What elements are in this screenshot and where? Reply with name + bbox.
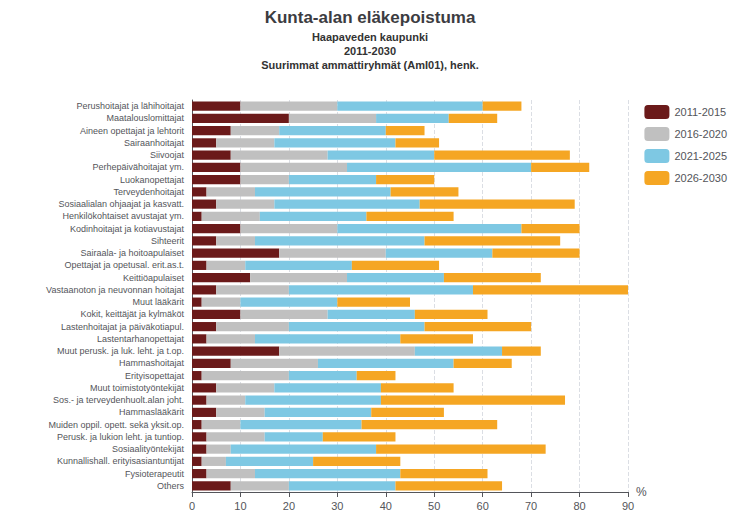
svg-text:Sos.- ja terveydenhuolt.alan j: Sos.- ja terveydenhuolt.alan joht. xyxy=(53,395,184,405)
svg-text:Sairaanhoitajat: Sairaanhoitajat xyxy=(124,138,185,148)
svg-text:Maatalouslomittajat: Maatalouslomittajat xyxy=(106,113,184,123)
svg-text:Kodinhoitajat ja kotiavustajat: Kodinhoitajat ja kotiavustajat xyxy=(70,224,185,234)
svg-text:Luokanopettajat: Luokanopettajat xyxy=(120,175,185,185)
svg-text:80: 80 xyxy=(573,500,585,512)
svg-text:70: 70 xyxy=(525,500,537,512)
svg-text:Hammashoitajat: Hammashoitajat xyxy=(119,358,185,368)
svg-text:Hammaslääkärit: Hammaslääkärit xyxy=(119,407,185,417)
svg-text:Kunta-alan eläkepoistuma: Kunta-alan eläkepoistuma xyxy=(265,8,476,27)
svg-text:50: 50 xyxy=(428,500,440,512)
svg-text:2026-2030: 2026-2030 xyxy=(674,172,727,184)
svg-text:Muut lääkärit: Muut lääkärit xyxy=(132,297,184,307)
svg-text:0: 0 xyxy=(189,500,195,512)
svg-text:2021-2025: 2021-2025 xyxy=(674,150,727,162)
svg-text:Vastaanoton ja neuvonnan hoita: Vastaanoton ja neuvonnan hoitajat xyxy=(46,285,184,295)
svg-text:20: 20 xyxy=(283,500,295,512)
svg-text:Sosiaalialan ohjaajat ja kasva: Sosiaalialan ohjaajat ja kasvatt. xyxy=(58,199,184,209)
svg-text:Perushoitajat ja lähihoitajat: Perushoitajat ja lähihoitajat xyxy=(76,101,184,111)
svg-text:2011-2015: 2011-2015 xyxy=(674,106,726,118)
svg-text:Opettajat ja opetusal. erit.as: Opettajat ja opetusal. erit.as.t. xyxy=(64,260,184,270)
svg-text:Terveydenhoitajat: Terveydenhoitajat xyxy=(113,187,184,197)
svg-text:30: 30 xyxy=(331,500,343,512)
svg-text:Suurimmat ammattiryhmät (AmI01: Suurimmat ammattiryhmät (AmI01), henk. xyxy=(261,59,479,71)
svg-text:Others: Others xyxy=(157,481,185,491)
svg-text:Aineen opettajat ja lehtorit: Aineen opettajat ja lehtorit xyxy=(80,126,185,136)
svg-text:2011-2030: 2011-2030 xyxy=(344,45,396,57)
svg-text:40: 40 xyxy=(380,500,392,512)
svg-text:Keittiöapulaiset: Keittiöapulaiset xyxy=(123,273,185,283)
svg-text:Perusk. ja lukion leht. ja tun: Perusk. ja lukion leht. ja tuntiop. xyxy=(57,432,184,442)
svg-text:Kunnallishall. erityisasiantun: Kunnallishall. erityisasiantuntijat xyxy=(57,456,185,466)
svg-text:Lastenhoitajat ja päiväkotiapu: Lastenhoitajat ja päiväkotiapul. xyxy=(61,322,184,332)
svg-text:2016-2020: 2016-2020 xyxy=(674,128,727,140)
svg-text:Lastentarhanopettajat: Lastentarhanopettajat xyxy=(97,334,185,344)
svg-text:Muut perusk. ja luk. leht. ja: Muut perusk. ja luk. leht. ja t.op. xyxy=(57,346,184,356)
svg-text:60: 60 xyxy=(477,500,489,512)
svg-text:Muiden oppil. opett. sekä yksi: Muiden oppil. opett. sekä yksit.op. xyxy=(48,420,184,430)
svg-text:Sosiaalityöntekijät: Sosiaalityöntekijät xyxy=(112,444,185,454)
svg-text:Muut toimistotyöntekijät: Muut toimistotyöntekijät xyxy=(90,383,185,393)
svg-text:Erityisopettajat: Erityisopettajat xyxy=(125,371,185,381)
svg-text:Kokit, keittäjät ja kylmäköt: Kokit, keittäjät ja kylmäköt xyxy=(80,309,184,319)
svg-text:Haapaveden kaupunki: Haapaveden kaupunki xyxy=(312,31,428,43)
svg-text:Perhepäivähoitajat ym.: Perhepäivähoitajat ym. xyxy=(92,162,184,172)
svg-text:Henkilökohtaiset avustajat ym.: Henkilökohtaiset avustajat ym. xyxy=(62,211,184,221)
svg-text:90: 90 xyxy=(622,500,634,512)
svg-text:Siivoojat: Siivoojat xyxy=(150,150,185,160)
svg-text:Sairaala- ja hoitoapulaiset: Sairaala- ja hoitoapulaiset xyxy=(80,248,184,258)
svg-text:10: 10 xyxy=(234,500,246,512)
svg-text:%: % xyxy=(636,485,647,499)
svg-text:Sihteerit: Sihteerit xyxy=(151,236,185,246)
svg-text:Fysioterapeutit: Fysioterapeutit xyxy=(125,469,185,479)
